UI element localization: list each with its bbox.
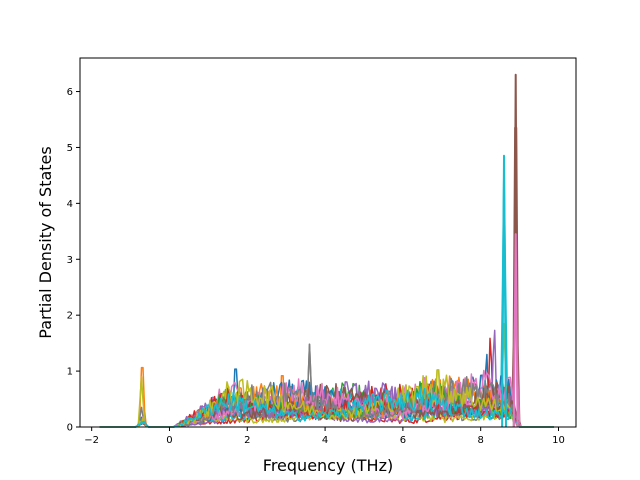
x-tick-label: 2 — [244, 435, 250, 446]
pdos-peak-spike — [501, 154, 507, 428]
y-axis-label: Partial Density of States — [36, 146, 55, 338]
pdos-peak-spike — [512, 233, 519, 428]
x-axis-label: Frequency (THz) — [263, 456, 393, 475]
x-tick-label: 6 — [400, 435, 406, 446]
y-tick-label: 6 — [67, 87, 73, 98]
y-tick-label: 2 — [67, 311, 73, 322]
pdos-series-line — [99, 386, 554, 428]
x-tick-label: 10 — [552, 435, 565, 446]
plot-frame — [79, 57, 577, 428]
y-tick-label: 0 — [67, 423, 73, 434]
y-tick-label: 3 — [67, 255, 73, 266]
y-tick-label: 5 — [67, 143, 73, 154]
y-axis-ticks: 0 1 2 3 4 5 6 — [67, 87, 80, 434]
y-tick-label: 4 — [67, 199, 73, 210]
y-tick-label: 1 — [67, 367, 73, 378]
x-tick-label: 8 — [478, 435, 484, 446]
x-tick-label: 0 — [166, 435, 172, 446]
x-tick-label: 4 — [322, 435, 328, 446]
x-axis-ticks: −2 0 2 4 6 8 10 — [84, 427, 565, 446]
x-tick-label: −2 — [84, 435, 99, 446]
